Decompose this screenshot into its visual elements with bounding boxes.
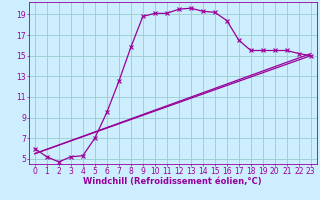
X-axis label: Windchill (Refroidissement éolien,°C): Windchill (Refroidissement éolien,°C) [84, 177, 262, 186]
